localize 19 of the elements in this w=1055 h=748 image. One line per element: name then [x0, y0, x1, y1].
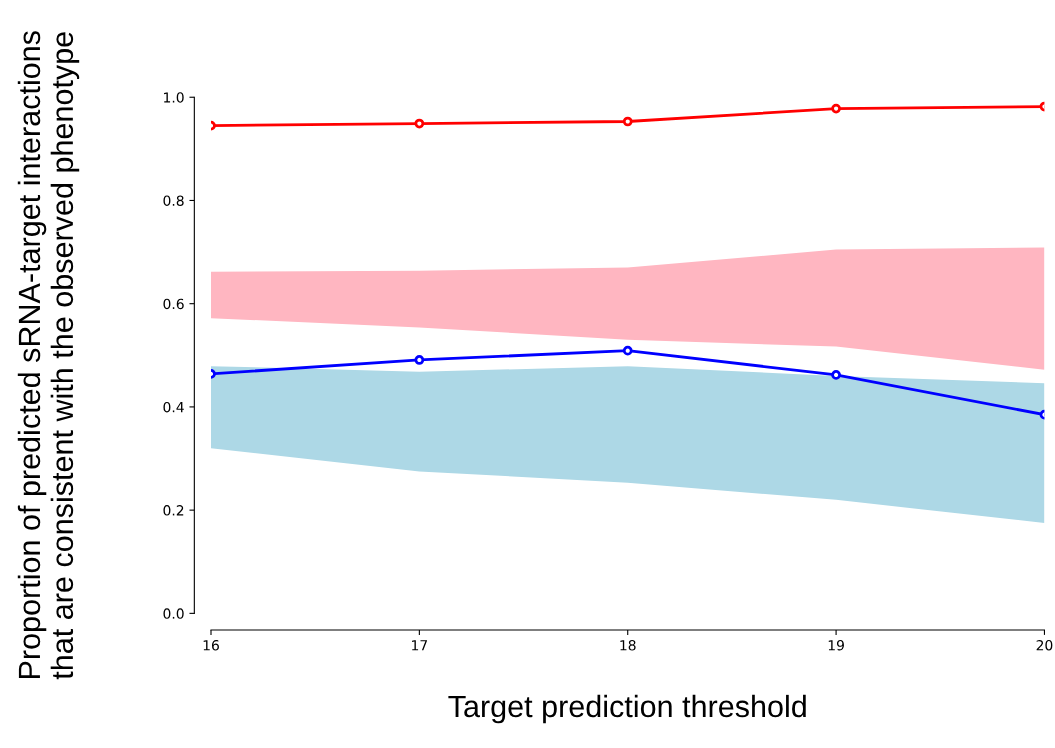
x-axis-title: Target prediction threshold — [448, 694, 806, 724]
point — [622, 116, 633, 127]
x-tick-label: 16 — [203, 639, 219, 651]
point — [831, 103, 841, 114]
point — [414, 355, 425, 365]
point — [414, 118, 425, 129]
y-tick-label: 0.2 — [163, 505, 184, 516]
point — [622, 345, 633, 356]
y-tick-label: 0.4 — [163, 401, 184, 413]
y-tick-label: 0.8 — [163, 195, 184, 206]
x-tick-label: 20 — [1036, 639, 1053, 651]
x-tick-label: 19 — [828, 639, 844, 651]
x-tick-label: 17 — [412, 640, 428, 651]
y-tick-label: 1.0 — [164, 92, 184, 103]
x-tick-label: 18 — [620, 639, 636, 651]
y-axis-title: Proportion of predicted sRNA-target interactions that are consistent with the observed phenotype — [17, 31, 80, 680]
y-tick-label: 0.0 — [163, 608, 184, 619]
point — [831, 370, 841, 380]
y-tick-label: 0.6 — [163, 298, 184, 310]
